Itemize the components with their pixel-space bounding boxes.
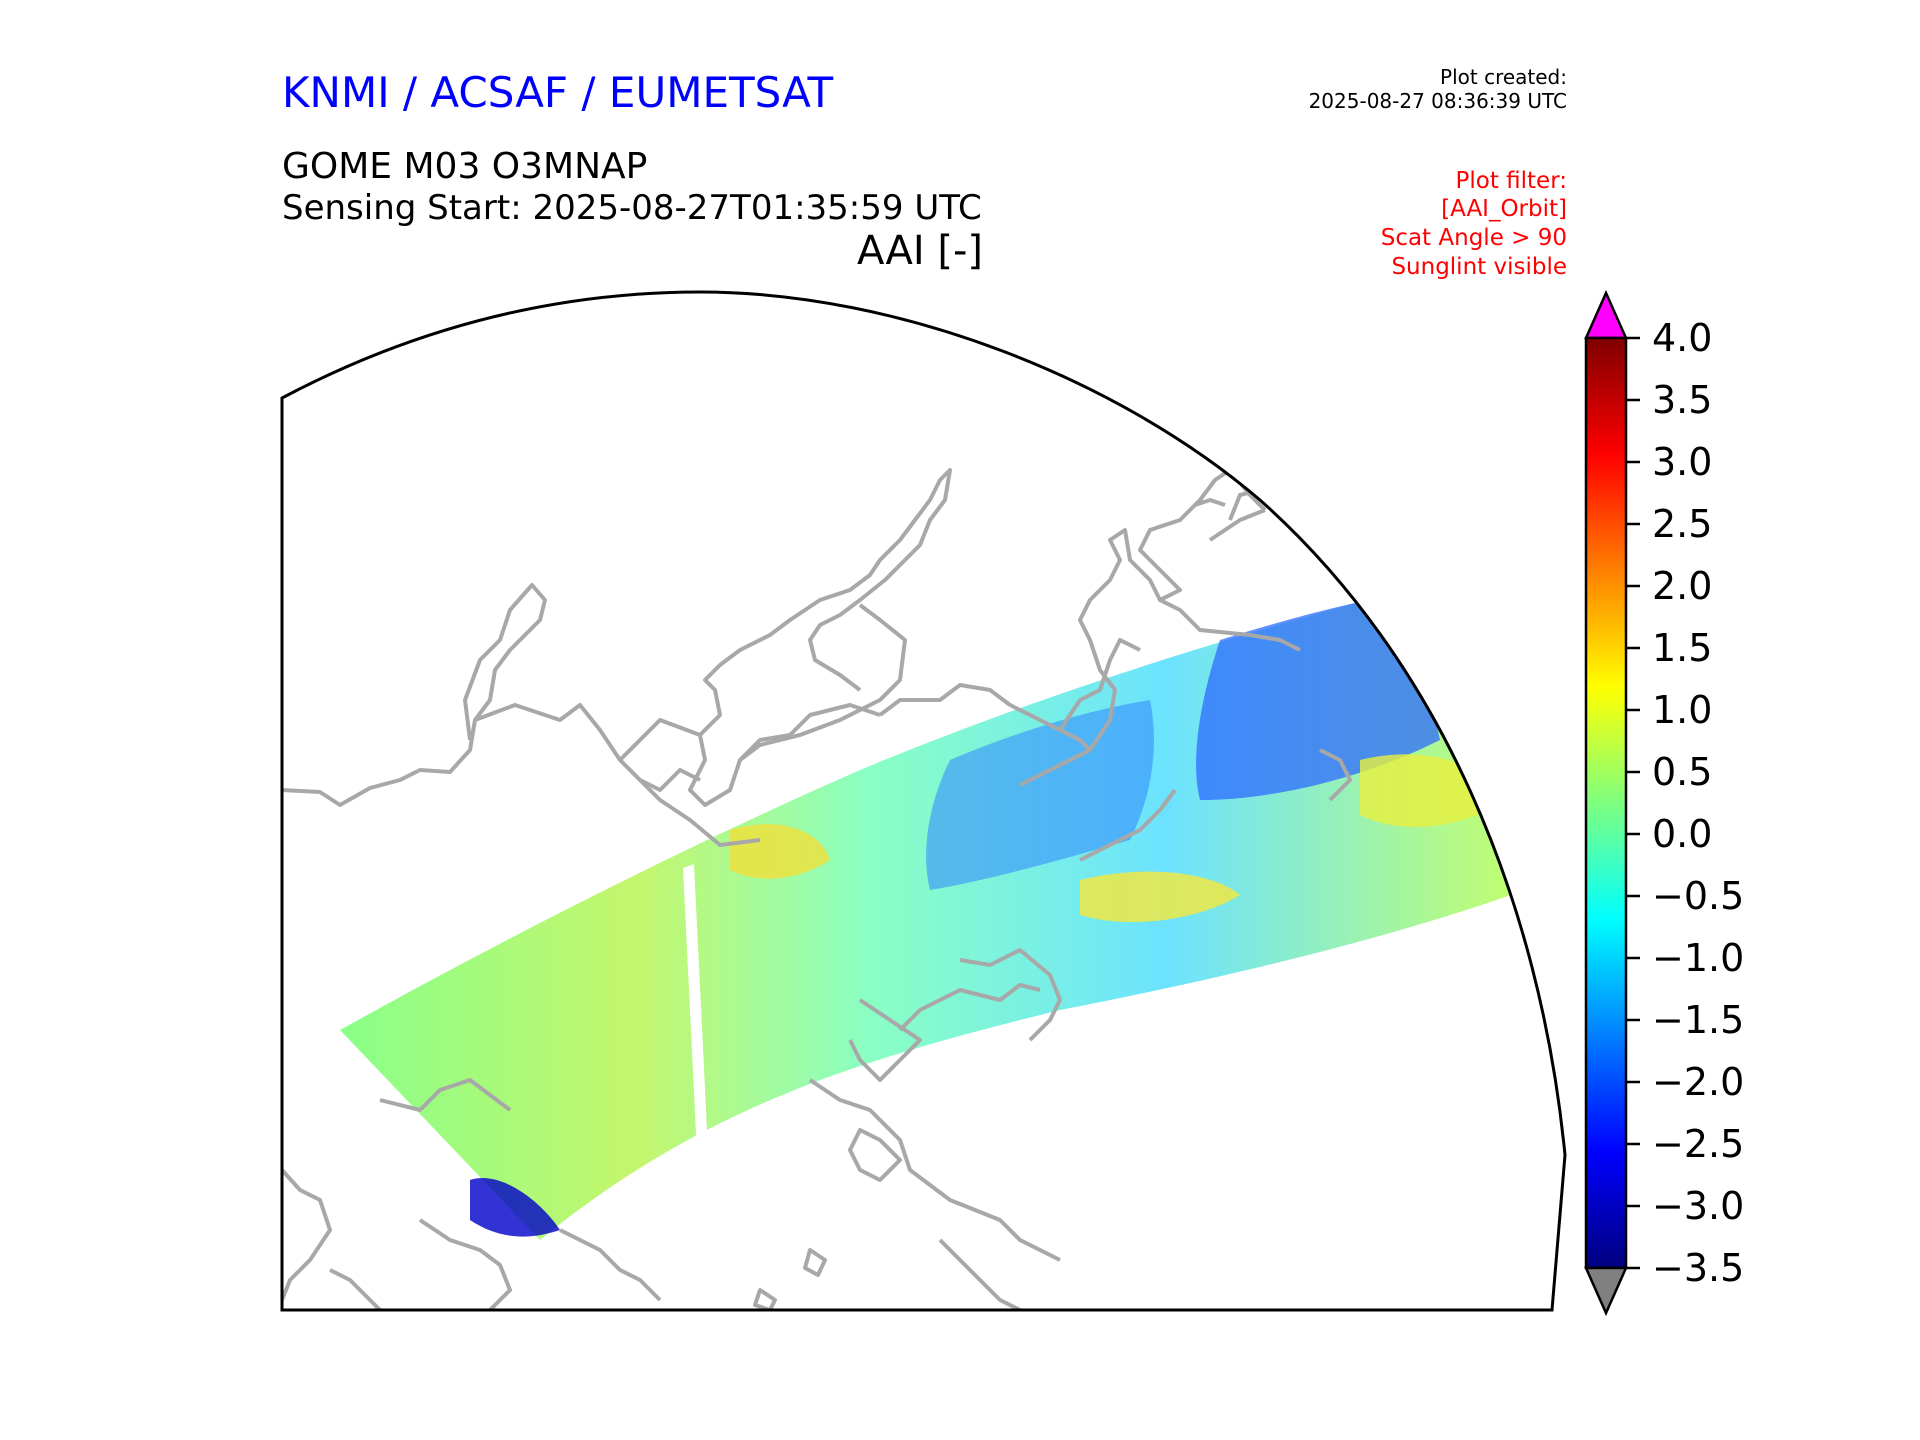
organisation-title: KNMI / ACSAF / EUMETSAT <box>282 68 834 117</box>
plot-filter-label: Plot filter: <box>1455 168 1567 194</box>
colorbar-tick-label: −1.5 <box>1652 998 1745 1042</box>
plot-created-label: Plot created: <box>1440 65 1567 89</box>
coastlines <box>282 438 1461 1310</box>
colorbar-tick-label: 2.5 <box>1652 502 1713 546</box>
colorbar-tick-label: −0.5 <box>1652 874 1745 918</box>
swath-data-gap <box>683 864 708 1154</box>
colorbar-tick-label: −2.0 <box>1652 1060 1745 1104</box>
colorbar-tick-label: −1.0 <box>1652 936 1745 980</box>
swath-low-aai-region <box>470 1178 560 1237</box>
colorbar-tick-label: −3.0 <box>1652 1184 1745 1228</box>
variable-title: AAI [-] <box>857 228 983 274</box>
sensing-start-text: Sensing Start: 2025-08-27T01:35:59 UTC <box>282 188 982 228</box>
colorbar-gradient <box>1584 336 1628 1270</box>
colorbar-under-arrow <box>1584 1266 1628 1317</box>
swath-high-aai-region <box>1360 754 1505 827</box>
map-boundary <box>280 290 1567 1312</box>
colorbar-tick-label: 2.0 <box>1652 564 1713 608</box>
colorbar-tick-label: 1.0 <box>1652 688 1713 732</box>
colorbar <box>1584 289 1640 1317</box>
plot-filter-sunglint: Sunglint visible <box>1391 254 1567 280</box>
colorbar-tick-label: 0.5 <box>1652 750 1713 794</box>
swath-high-aai-region <box>730 824 830 879</box>
colorbar-tick-label: 0.0 <box>1652 812 1713 856</box>
swath-high-aai-region <box>1080 871 1240 923</box>
plot-filter-scat-angle: Scat Angle > 90 <box>1380 225 1567 251</box>
colorbar-tick-label: −3.5 <box>1652 1246 1745 1290</box>
product-title: GOME M03 O3MNAP <box>282 146 648 187</box>
swath-low-aai-region <box>926 700 1154 890</box>
plot-created-time: 2025-08-27 08:36:39 UTC <box>1308 89 1567 113</box>
colorbar-tick-label: 1.5 <box>1652 626 1713 670</box>
colorbar-tick-label: 4.0 <box>1652 316 1713 360</box>
colorbar-tick-label: 3.0 <box>1652 440 1713 484</box>
swath-low-aai-region <box>1196 602 1440 800</box>
map-area <box>282 438 1525 1310</box>
colorbar-over-arrow <box>1584 289 1628 340</box>
colorbar-tick-label: −2.5 <box>1652 1122 1745 1166</box>
colorbar-tick-label: 3.5 <box>1652 378 1713 422</box>
plot-filter-name: [AAI_Orbit] <box>1441 196 1567 222</box>
